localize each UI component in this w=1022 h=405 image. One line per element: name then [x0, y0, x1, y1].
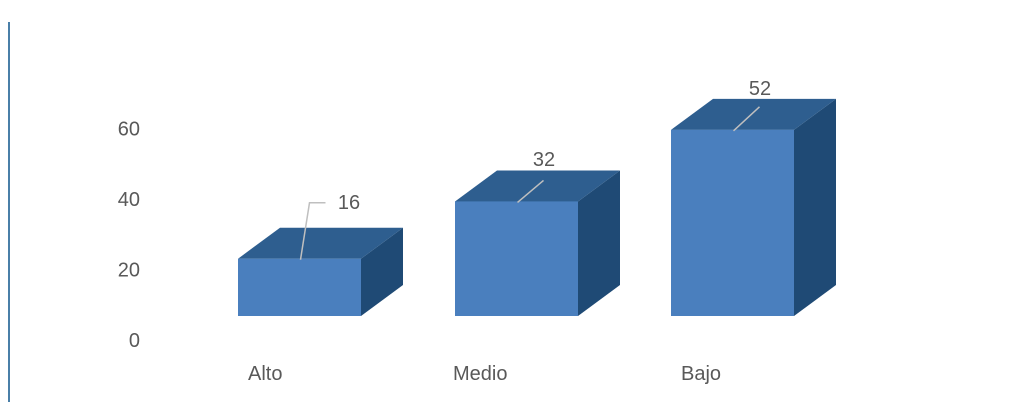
y-tick-label: 20	[118, 260, 140, 282]
y-tick-label: 0	[129, 330, 140, 352]
bar-top-face	[238, 227, 403, 259]
data-label-leader	[517, 179, 544, 204]
category-label-alto: Alto	[248, 363, 282, 385]
data-label-leader	[299, 201, 326, 260]
bar-front-face	[238, 258, 361, 316]
y-tick-label: 60	[118, 119, 140, 141]
bar-top-face	[671, 98, 836, 130]
bar-medio	[455, 170, 620, 316]
category-label-medio: Medio	[453, 363, 507, 385]
x-axis-category-labels: Alto Medio Bajo	[248, 363, 721, 385]
bar-front-face	[455, 201, 578, 316]
data-label-bajo: 52	[749, 78, 771, 100]
data-label-leaders	[299, 106, 761, 260]
y-tick-label: 40	[118, 189, 140, 211]
bar-side-face	[578, 170, 620, 316]
data-label-leader	[732, 106, 761, 132]
y-axis-tick-labels: 0 20 40 60	[118, 119, 140, 353]
category-label-bajo: Bajo	[681, 363, 721, 385]
bars	[238, 98, 836, 316]
data-label-alto: 16	[338, 192, 360, 214]
bar-side-face	[794, 98, 836, 316]
data-labels: 16 32 52	[338, 78, 771, 214]
bar-front-face	[671, 129, 794, 316]
bar-bajo	[671, 98, 836, 316]
data-label-medio: 32	[533, 149, 555, 171]
bar-side-face	[361, 227, 403, 316]
bar-alto	[238, 227, 403, 316]
